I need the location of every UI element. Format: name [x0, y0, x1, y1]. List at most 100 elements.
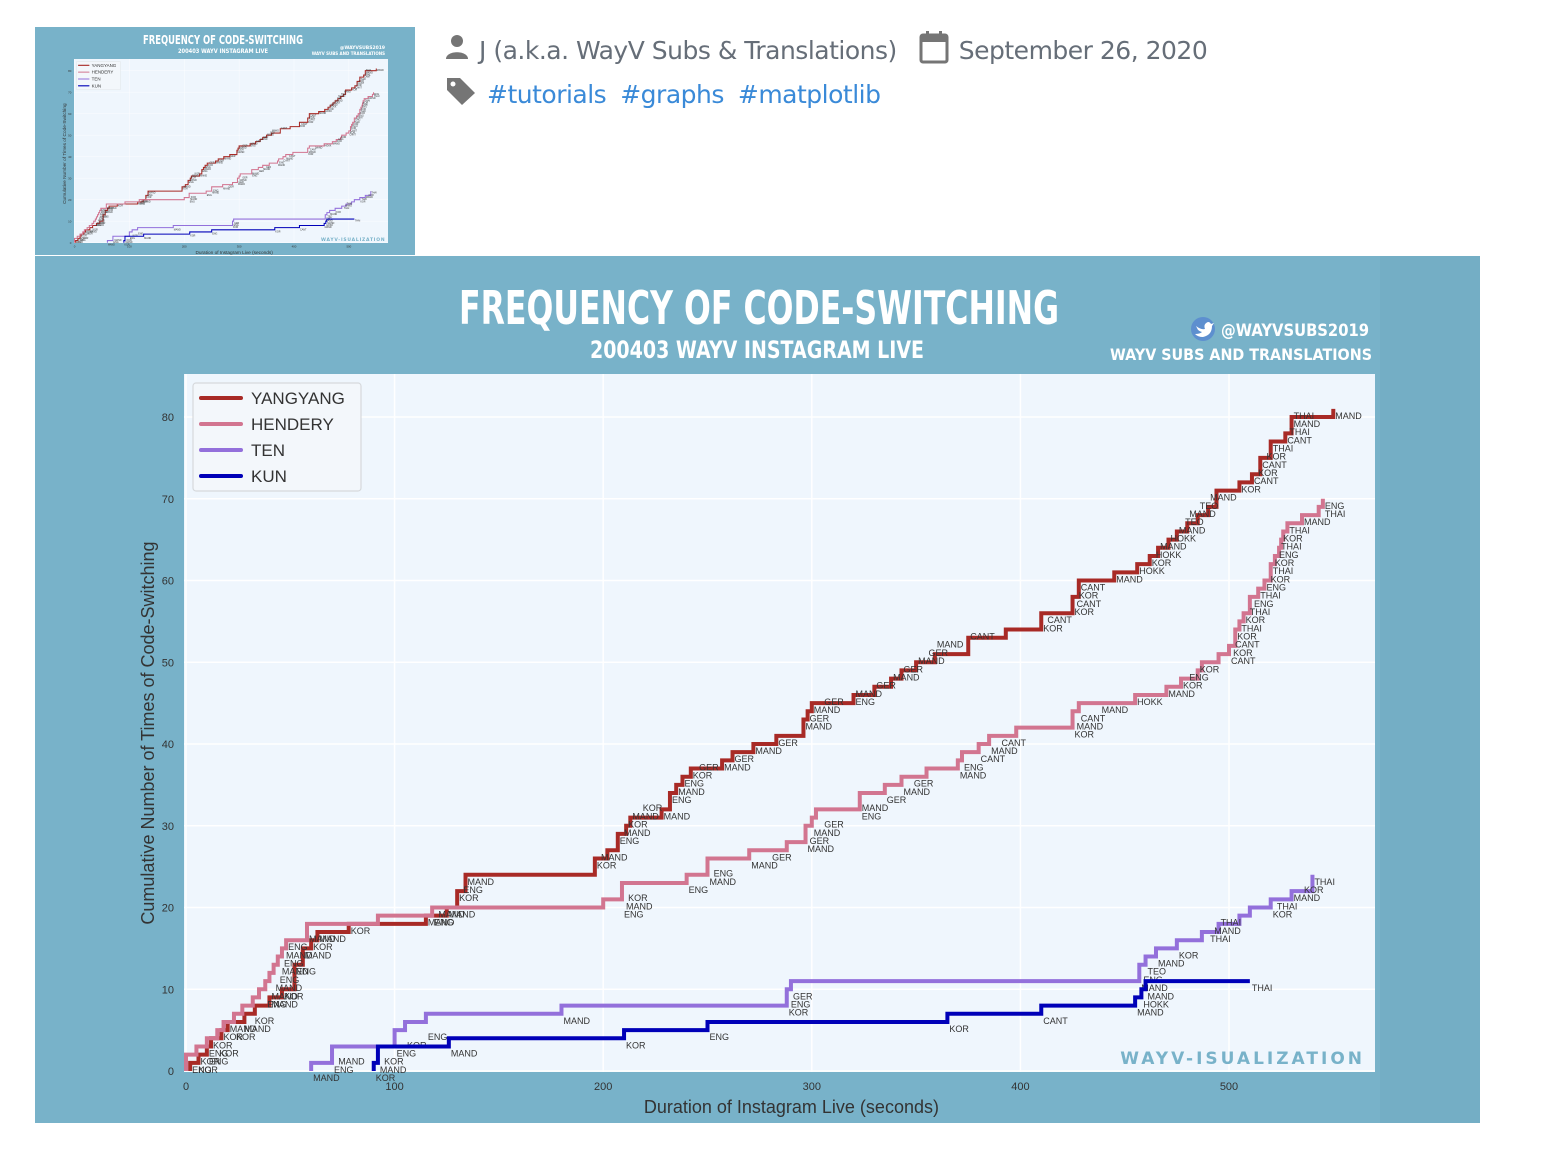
- data-label: MAND: [338, 95, 345, 98]
- series-line-ten: [309, 874, 1315, 1071]
- y-tick-label: 0: [70, 241, 72, 245]
- data-label: MAND: [319, 112, 326, 115]
- data-label: ENG: [434, 918, 454, 928]
- data-label: ENG: [209, 1057, 229, 1067]
- data-label: KOR: [1275, 558, 1295, 568]
- data-label: KOR: [83, 237, 88, 240]
- series-line-kun: [371, 979, 1250, 1071]
- tag-tutorials[interactable]: #tutorials: [487, 79, 607, 109]
- data-label: MAND: [991, 746, 1018, 756]
- data-label: MAND: [138, 202, 145, 205]
- tag-matplotlib[interactable]: #matplotlib: [737, 79, 881, 109]
- data-label: MAND: [805, 721, 832, 731]
- data-label: GER: [239, 181, 244, 184]
- data-label: KOR: [1283, 533, 1303, 543]
- data-label: KOR: [78, 241, 83, 244]
- data-label: GER: [772, 852, 792, 862]
- data-label: THAI: [1325, 509, 1346, 519]
- data-label: MAND: [1148, 991, 1175, 1001]
- data-label: CANT: [355, 86, 362, 89]
- data-label: CANT: [1231, 656, 1256, 666]
- user-icon: [445, 34, 469, 66]
- x-tick-label: 500: [346, 245, 351, 249]
- legend-label-hendery: HENDERY: [92, 70, 114, 75]
- data-label: KOR: [949, 1024, 969, 1034]
- y-axis-label: Cumulative Number of Times of Code-Switc…: [62, 103, 68, 204]
- y-tick-label: 50: [162, 657, 174, 669]
- data-label: MAND: [144, 200, 151, 203]
- data-label: ENG: [1325, 501, 1345, 511]
- x-tick-label: 0: [74, 245, 76, 249]
- data-label: TEO: [341, 93, 346, 96]
- data-label: KOR: [308, 153, 313, 156]
- tag-graphs[interactable]: #graphs: [620, 79, 724, 109]
- data-label: KOR: [219, 1048, 239, 1058]
- data-label: MAND: [724, 762, 751, 772]
- data-label: GER: [209, 162, 214, 165]
- data-label: CANT: [1002, 738, 1027, 748]
- post-author[interactable]: J (a.k.a. WayV Subs & Translations): [479, 35, 897, 65]
- data-label: ENG: [964, 762, 984, 772]
- data-label: KOR: [313, 942, 333, 952]
- data-label: MAND: [1214, 926, 1241, 936]
- data-label: THAI: [1241, 623, 1262, 633]
- data-label: ENG: [279, 162, 284, 165]
- data-label: ENG: [288, 942, 308, 952]
- data-label: ENG: [202, 170, 207, 173]
- data-label: MAND: [751, 860, 778, 870]
- data-label: KOR: [628, 893, 648, 903]
- data-label: GER: [270, 132, 275, 135]
- data-label: HOKK: [1171, 533, 1197, 543]
- y-tick-label: 70: [162, 494, 174, 506]
- data-label: GER: [778, 738, 798, 748]
- data-label: ENG: [856, 697, 876, 707]
- data-label: CANT: [310, 149, 317, 152]
- data-label: MAND: [377, 69, 384, 72]
- data-label: ENG: [862, 811, 882, 821]
- data-label: ENG: [791, 999, 811, 1009]
- chart-subtitle: 200403 WAYV INSTAGRAM LIVE: [590, 336, 924, 364]
- data-label: THAI: [1252, 983, 1273, 993]
- data-label: MAND: [1160, 542, 1187, 552]
- data-label: TEO: [1200, 501, 1219, 511]
- data-label: THAI: [1260, 591, 1281, 601]
- data-label: MAND: [272, 129, 279, 132]
- series-hendery: KORENGKORKORMANDKORENGMANDMANDENGMANDENG…: [184, 498, 1346, 1075]
- data-label: ENG: [710, 1032, 730, 1042]
- data-label: MAND: [327, 222, 334, 225]
- data-label: ENG: [113, 241, 118, 244]
- data-label: MAND: [366, 196, 373, 199]
- data-label: KOR: [626, 1040, 646, 1050]
- data-label: MAND: [278, 164, 285, 167]
- data-label: THAI: [363, 104, 369, 107]
- data-label: THAI: [366, 69, 372, 72]
- data-label: KOR: [337, 140, 342, 143]
- data-label: KOR: [118, 205, 123, 208]
- data-label: KOR: [198, 1065, 218, 1075]
- data-label: GER: [234, 222, 239, 225]
- x-tick-label: 200: [182, 245, 187, 249]
- y-tick-label: 10: [68, 219, 72, 223]
- data-label: KOR: [1152, 558, 1172, 568]
- plot-area: [74, 59, 388, 243]
- y-tick-label: 70: [68, 90, 72, 94]
- data-label: HOKK: [1139, 566, 1165, 576]
- data-label: MAND: [451, 1048, 478, 1058]
- data-label: CANT: [1081, 583, 1106, 593]
- y-tick-label: 10: [162, 984, 174, 996]
- data-label: MAND: [271, 999, 298, 1009]
- watermark: WAYV-ISUALIZATION: [1120, 1049, 1365, 1069]
- data-label: ENG: [213, 190, 218, 193]
- data-label: MAND: [237, 151, 244, 154]
- data-label: KOR: [1079, 591, 1099, 601]
- data-label: THAI: [1277, 901, 1298, 911]
- data-label: GER: [219, 159, 224, 162]
- data-label: ENG: [104, 215, 109, 218]
- right-band: [1380, 256, 1480, 1123]
- data-label: THAI: [1273, 444, 1294, 454]
- post-date: September 26, 2020: [958, 35, 1208, 65]
- data-label: MAND: [755, 746, 782, 756]
- data-label: KOR: [88, 233, 93, 236]
- data-label: MAND: [336, 99, 343, 102]
- chart-thumbnail[interactable]: FREQUENCY OF CODE-SWITCHING 200403 WAYV I…: [35, 27, 415, 255]
